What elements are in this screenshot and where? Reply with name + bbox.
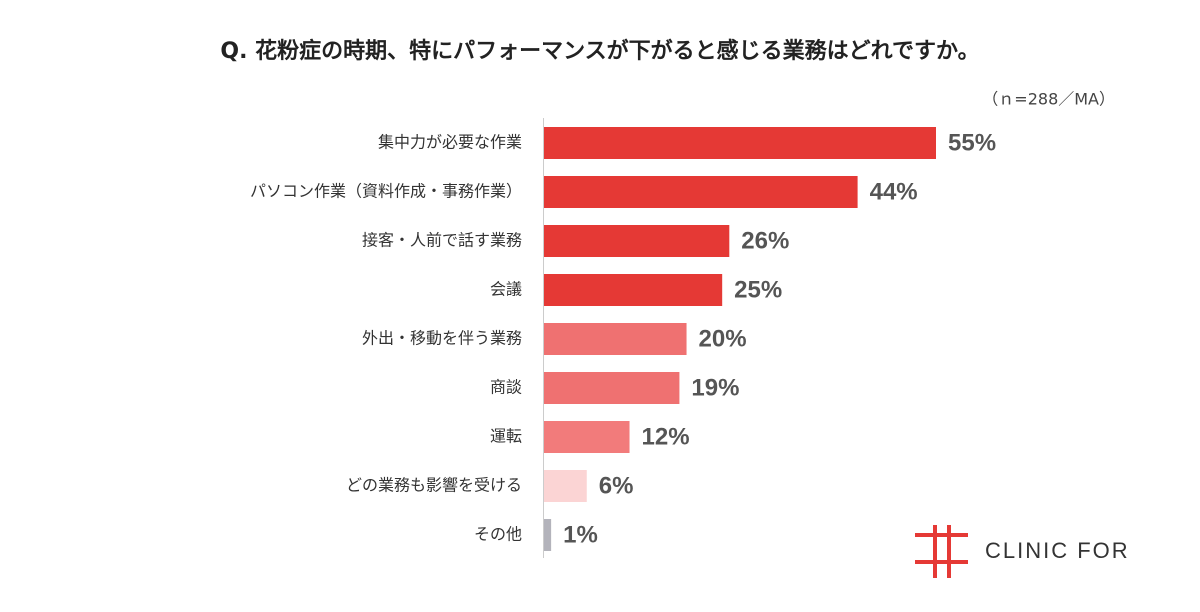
value-label: 44% (870, 178, 918, 205)
value-label: 19% (691, 374, 739, 401)
chart-subtitle: （ｎ=288／MA） (982, 90, 1115, 109)
category-label: 集中力が必要な作業 (378, 133, 522, 152)
bar (544, 225, 730, 257)
category-label: 外出・移動を伴う業務 (362, 329, 522, 348)
bar (544, 274, 723, 306)
value-label: 25% (734, 276, 782, 303)
logo-icon (915, 525, 968, 578)
category-label: 商談 (490, 378, 522, 397)
category-label: 運転 (490, 427, 522, 446)
value-label: 55% (948, 129, 996, 156)
value-label: 20% (699, 325, 747, 352)
value-label: 12% (642, 423, 690, 450)
bar (544, 127, 936, 159)
bar (544, 421, 630, 453)
category-label: パソコン作業（資料作成・事務作業） (250, 182, 522, 201)
category-label: 接客・人前で話す業務 (362, 231, 522, 250)
category-label: どの業務も影響を受ける (346, 476, 522, 495)
bar (544, 519, 552, 551)
chart-title: Q. 花粉症の時期、特にパフォーマンスが下がると感じる業務はどれですか。 (220, 38, 979, 64)
bar (544, 176, 858, 208)
value-label: 26% (741, 227, 789, 254)
bar (544, 470, 587, 502)
value-label: 6% (599, 472, 634, 499)
bar (544, 372, 680, 404)
category-label: 会議 (490, 280, 522, 299)
logo-text: CLINIC FOR (985, 538, 1130, 563)
category-label: その他 (474, 525, 522, 544)
bar (544, 323, 687, 355)
value-label: 1% (563, 521, 598, 548)
